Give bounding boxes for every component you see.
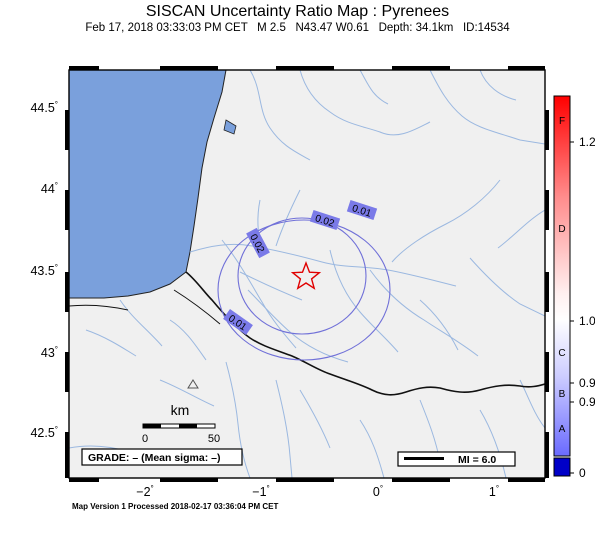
triangle-icon: [187, 379, 199, 389]
y-tick-label: 43°: [41, 345, 58, 360]
x-tick-label: 0°: [373, 484, 383, 499]
y-tick-label: 43.5°: [30, 263, 58, 278]
x-tick-label: 1°: [489, 484, 499, 499]
y-axis-labels: 44.5° 44° 43.5° 43° 42.5°: [30, 100, 58, 440]
rivers: [69, 70, 545, 478]
event-subtitle: Feb 17, 2018 03:33:03 PM CET M 2.5 N43.4…: [85, 22, 510, 34]
scale-unit: km: [171, 402, 190, 418]
mi-text: MI = 6.0: [458, 454, 496, 466]
grade-letter: A: [559, 424, 566, 435]
mi-box: [397, 451, 516, 467]
map-footer: Map Version 1 Processed 2018-02-17 03:36…: [72, 502, 279, 511]
colorbar-values: 1.2 1.0 0.9 0.9 0: [579, 135, 595, 480]
x-tick-label: −1°: [252, 484, 269, 499]
grade-letter: C: [558, 348, 565, 359]
y-tick-label: 44.5°: [30, 100, 58, 115]
y-tick-label: 42.5°: [30, 425, 58, 440]
scale-max: 50: [208, 433, 220, 445]
map-title: SISCAN Uncertainty Ratio Map : Pyrenees: [145, 3, 450, 20]
grade-box: [81, 448, 243, 466]
scale-bar: [142, 423, 216, 429]
y-tick-label: 44°: [41, 181, 58, 196]
grade-text: GRADE: – (Mean sigma: –): [88, 452, 220, 464]
colorbar-value: 0: [579, 466, 586, 480]
x-axis-labels: −2° −1° 0° 1°: [136, 484, 499, 499]
bay-area: [223, 119, 237, 135]
colorbar-value: 0.9: [579, 376, 595, 390]
star-icon: [290, 261, 322, 290]
grade-letter: F: [559, 116, 565, 127]
grade-letter: B: [559, 389, 566, 400]
contour-outer: [217, 219, 391, 361]
grade-letter: D: [558, 224, 565, 235]
scale-min: 0: [142, 433, 148, 445]
frame-ticks: [65, 66, 549, 482]
colorbar-value: 1.0: [579, 314, 595, 328]
x-tick-label: −2°: [136, 484, 153, 499]
contour-inner: [237, 217, 367, 335]
colorbar-value: 1.2: [579, 135, 595, 149]
colorbar-value: 0.9: [579, 395, 595, 409]
colorbar-grades: F D C B A: [558, 116, 565, 435]
colorbar: [553, 95, 574, 477]
